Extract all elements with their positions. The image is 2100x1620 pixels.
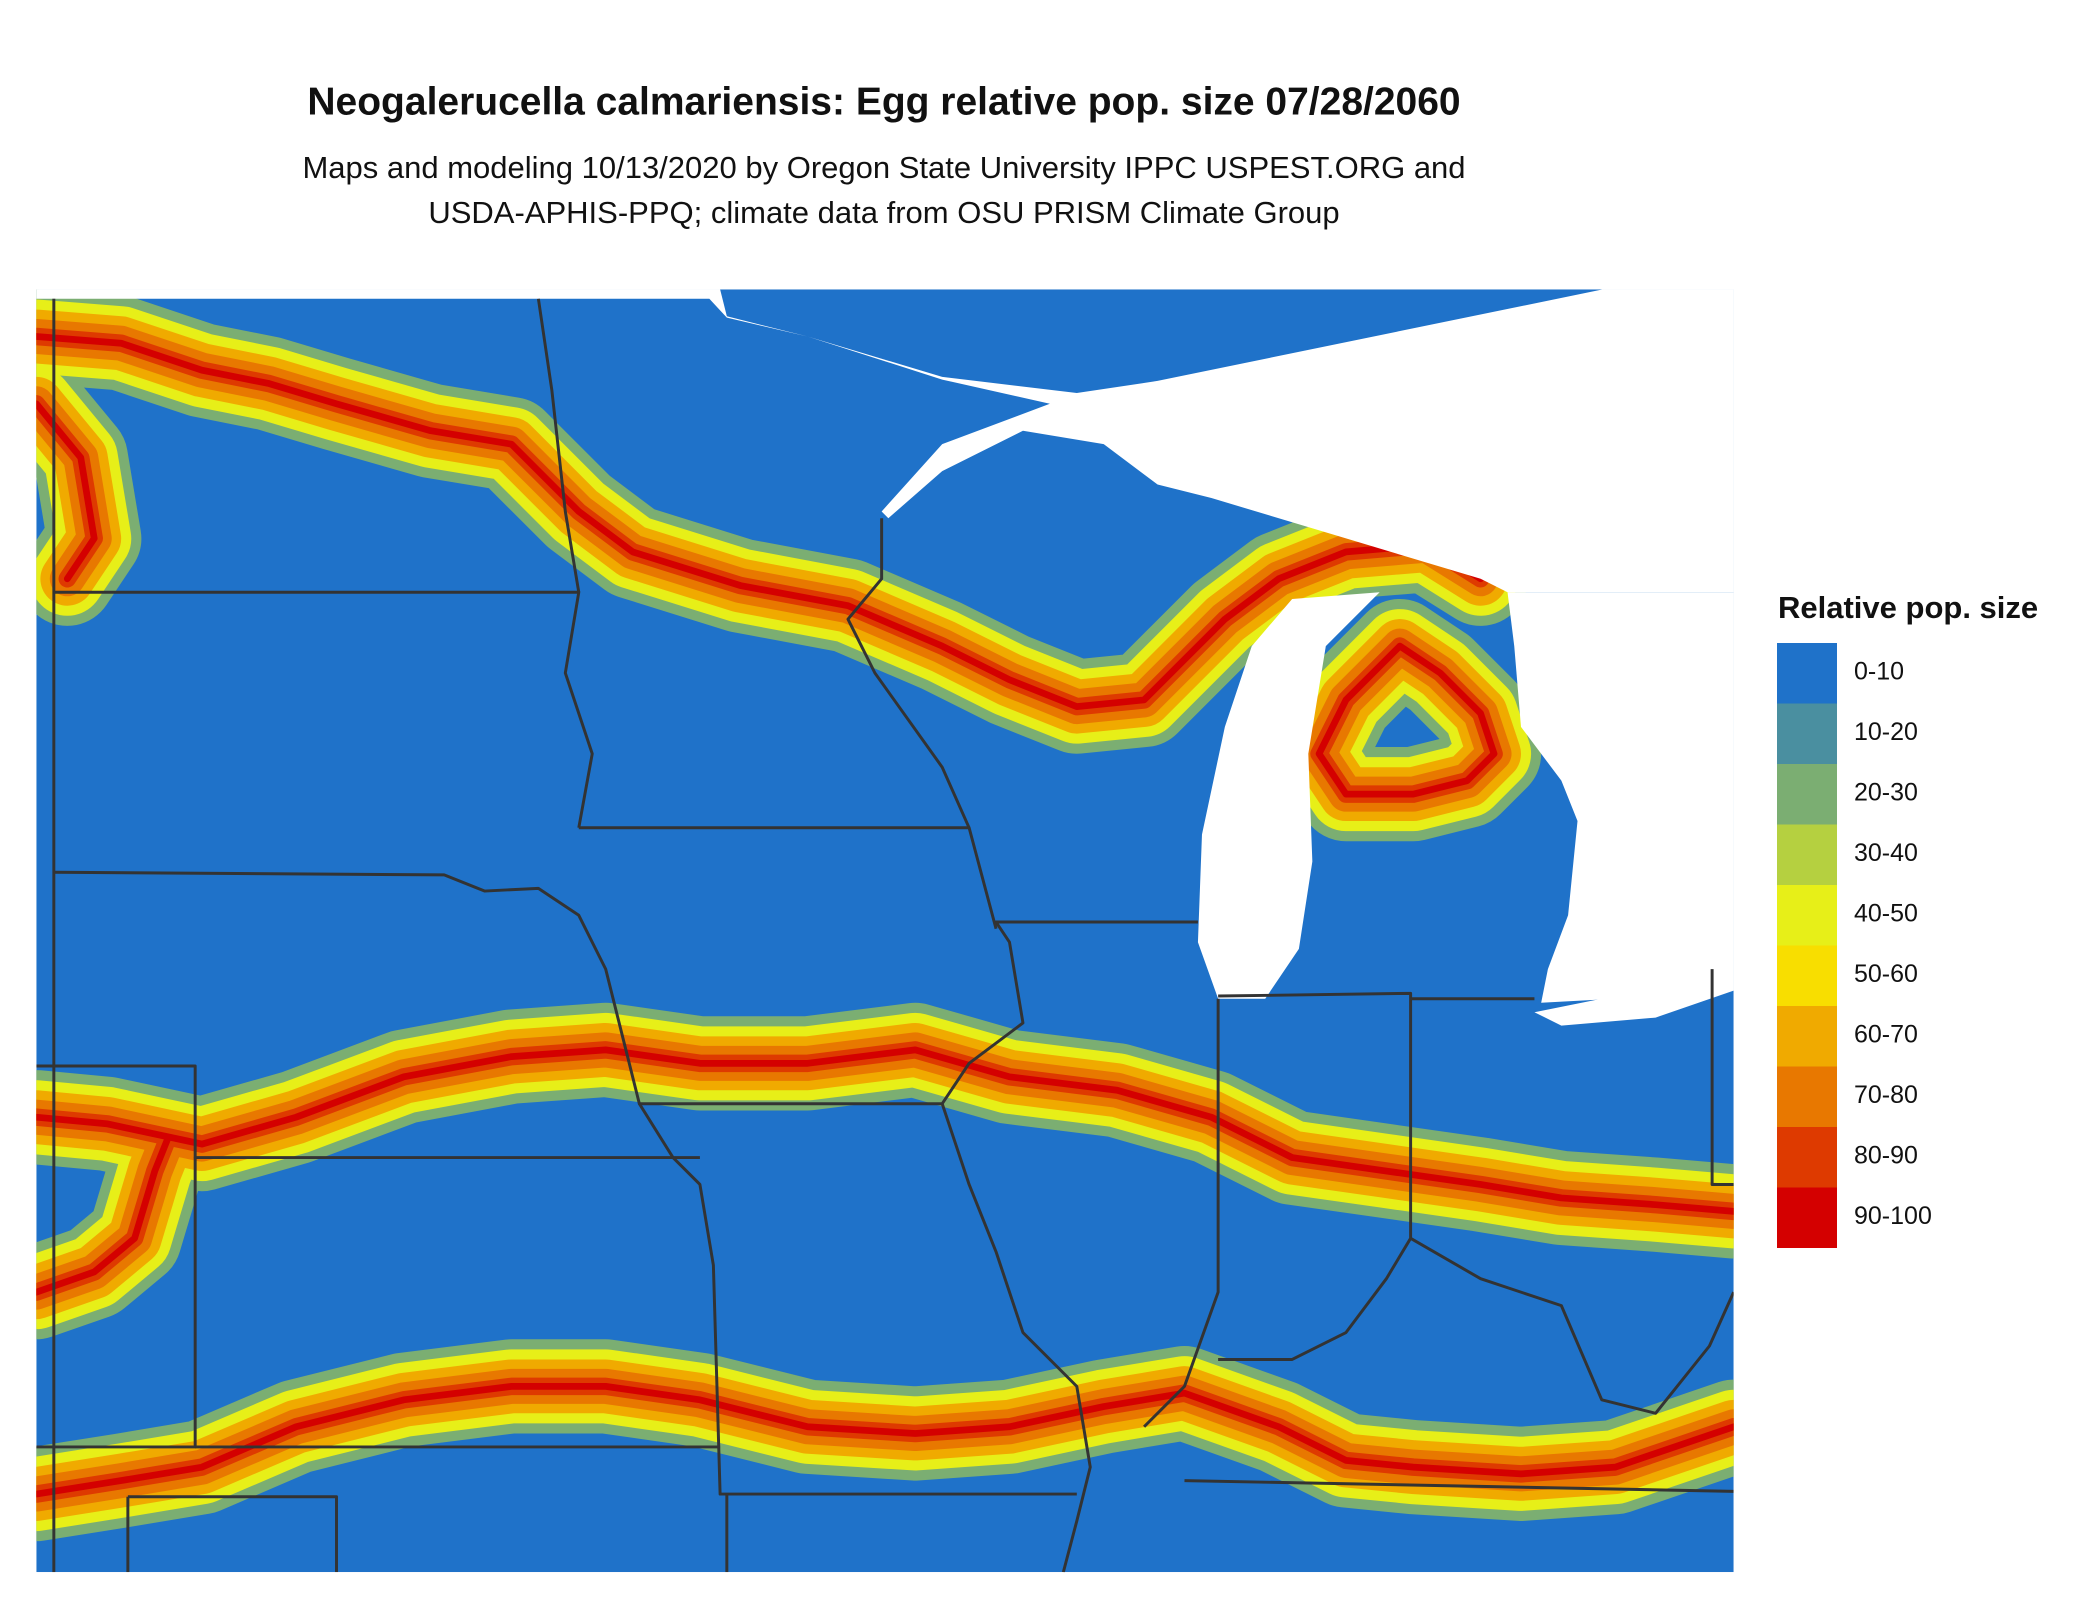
legend-swatch <box>1777 643 1837 704</box>
pop-band <box>36 400 98 583</box>
bands <box>36 289 1734 1542</box>
legend: 0-10 10-20 20-30 30-40 40-50 50-60 60-70 70-80 8… <box>1777 643 1932 1248</box>
legend-swatch <box>1777 1127 1837 1188</box>
legend-swatch <box>1777 824 1837 885</box>
pop-band <box>36 1134 172 1296</box>
legend-label: 40-50 <box>1854 900 1918 928</box>
legend-label: 50-60 <box>1854 960 1918 988</box>
pop-band <box>36 1046 1734 1215</box>
legend-label: 10-20 <box>1854 718 1918 746</box>
subtitle: USDA-APHIS-PPQ; climate data from OSU PR… <box>428 195 1339 230</box>
pop-band <box>36 333 1484 711</box>
legend-label: 80-90 <box>1854 1142 1918 1170</box>
legend-label: 70-80 <box>1854 1081 1918 1109</box>
legend-swatch <box>1777 1006 1837 1067</box>
subtitle: Maps and modeling 10/13/2020 by Oregon S… <box>302 150 1465 185</box>
map <box>36 289 1734 1573</box>
legend-swatch <box>1777 703 1837 764</box>
pop-band <box>36 1383 1734 1498</box>
legend-swatch <box>1777 1066 1837 1127</box>
legend-swatch <box>1777 885 1837 946</box>
legend-label: 30-40 <box>1854 839 1918 867</box>
legend-label: 60-70 <box>1854 1021 1918 1049</box>
water <box>36 289 1734 1026</box>
title: Neogalerucella calmariensis: Egg relativ… <box>307 80 1460 123</box>
legend-swatch <box>1777 1187 1837 1248</box>
state-borders <box>36 298 1734 1573</box>
legend-label: 90-100 <box>1854 1202 1932 1230</box>
legend-title: Relative pop. size <box>1778 590 2038 625</box>
legend-label: 0-10 <box>1854 658 1904 686</box>
legend-swatch <box>1777 945 1837 1006</box>
legend-swatch <box>1777 764 1837 825</box>
legend-label: 20-30 <box>1854 779 1918 807</box>
pop-band <box>1315 642 1498 798</box>
